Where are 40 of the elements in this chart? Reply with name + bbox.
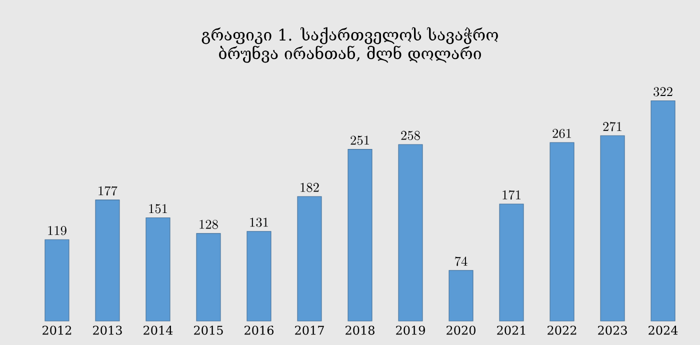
- x-tick-label: 2016: [244, 326, 274, 335]
- bar: [146, 217, 170, 322]
- data-label: 251: [350, 136, 369, 145]
- bar: [448, 270, 474, 322]
- x-tick-label: 2024: [648, 326, 678, 335]
- data-label: 74: [455, 256, 468, 266]
- data-label: 151: [149, 204, 167, 214]
- bar: [600, 135, 625, 322]
- data-label: 128: [200, 220, 218, 230]
- x-tick-label: 2014: [144, 326, 173, 335]
- bar: [297, 196, 322, 322]
- data-label: 261: [552, 128, 571, 138]
- data-label: 131: [250, 218, 268, 227]
- data-label: 119: [48, 226, 66, 236]
- data-label: 258: [401, 130, 420, 140]
- bar: [550, 142, 574, 322]
- data-label: 171: [502, 190, 520, 200]
- bar: [398, 144, 423, 322]
- data-label: 177: [98, 186, 118, 196]
- chart-title: გრაფიკი 1. საქართველოს სავაჭრო ბრუნვა ირანთან, მლნ დოლარი: [202, 27, 498, 63]
- data-label: 182: [300, 182, 319, 192]
- x-tick-label: 2012: [42, 326, 72, 335]
- data-label: 271: [603, 122, 622, 132]
- bar: [246, 231, 272, 322]
- bar: [348, 149, 372, 322]
- x-tick-label: 2013: [93, 326, 122, 335]
- bar: [44, 239, 70, 322]
- x-tick-label: 2021: [497, 326, 526, 335]
- bar: [196, 233, 221, 322]
- bar: [650, 100, 676, 322]
- x-tick-label: 2019: [396, 326, 425, 335]
- x-tick-label: 2023: [598, 326, 627, 335]
- x-tick-label: 2020: [446, 326, 476, 335]
- x-tick-label: 2015: [194, 326, 223, 335]
- x-tick-label: 2017: [295, 326, 324, 335]
- x-tick-label: 2022: [548, 326, 576, 335]
- bar: [95, 200, 120, 322]
- x-tick-label: 2018: [346, 326, 374, 335]
- data-label: 322: [654, 87, 672, 96]
- bar: [499, 204, 524, 322]
